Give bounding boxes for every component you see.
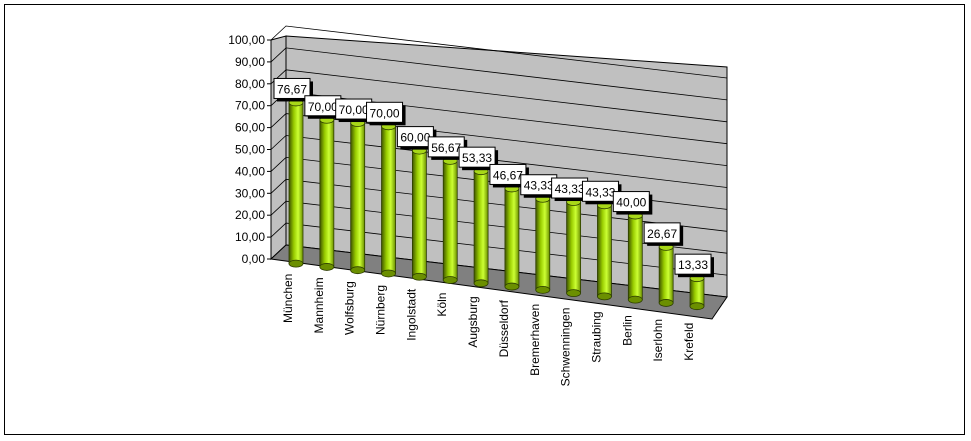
x-tick-label: Berlin [620, 315, 634, 346]
x-tick-label: München [281, 274, 295, 323]
bar-base [597, 292, 612, 301]
bar-8: 46,67 [489, 163, 529, 291]
bar-9: 43,33 [520, 174, 560, 294]
data-label: 43,33 [524, 179, 554, 193]
x-tick-label: Iserlohn [651, 319, 665, 362]
y-tick-label: 20,00 [235, 208, 265, 222]
x-tick-label: Schwenningen [559, 308, 573, 387]
data-label-box [643, 222, 681, 244]
bar-body [381, 125, 396, 274]
y-tick-label: 60,00 [235, 121, 265, 135]
bar-base [411, 272, 427, 281]
y-tick-label: 30,00 [235, 186, 265, 200]
bar-14: 13,33 [674, 253, 714, 311]
y-tick-label: 40,00 [235, 164, 265, 178]
bar-body [319, 119, 335, 268]
bar-body [597, 204, 612, 297]
bar-base [689, 302, 705, 311]
y-axis: 0,00 10,00 20,00 30,00 40,00 50,00 60,00 70,00 8… [228, 33, 272, 266]
bar-3: 70,00 [335, 98, 375, 275]
bar-base [627, 295, 643, 304]
bar-body [350, 122, 366, 271]
data-label: 43,33 [585, 185, 615, 199]
bar-base [319, 263, 335, 271]
y-tick-label: 100,00 [228, 33, 265, 47]
data-label: 76,67 [277, 82, 307, 96]
bar-body [473, 170, 489, 284]
bar-base [566, 289, 582, 298]
gridline [270, 25, 728, 79]
gridline [270, 47, 728, 101]
bar-body [658, 246, 674, 304]
data-label: 46,67 [493, 168, 523, 182]
data-label-box [458, 146, 496, 168]
bar-7: 53,33 [458, 146, 499, 288]
x-axis-labels: München Mannheim Wolfsburg Nürnberg Ingolsta… [281, 274, 696, 387]
data-label-box [366, 101, 404, 123]
bar-body [442, 160, 458, 281]
bar-body [411, 150, 427, 278]
x-tick-label: Mannheim [312, 277, 326, 333]
y-tick-label: 0,00 [242, 252, 266, 266]
bar-body [566, 201, 582, 294]
x-tick-label: Köln [435, 293, 449, 317]
x-tick-label: Nürnberg [374, 285, 388, 335]
data-label: 70,00 [339, 103, 369, 117]
data-label-box [273, 77, 311, 99]
bar-1: 76,67 [273, 77, 313, 268]
bar-base [658, 299, 674, 307]
gridline [270, 135, 728, 188]
data-label: 60,00 [400, 131, 430, 145]
bar-base [504, 282, 520, 291]
bar-body [627, 215, 643, 301]
gridline [270, 113, 728, 166]
x-tick-label: Wolfsburg [343, 281, 357, 335]
bar-base [350, 266, 366, 275]
x-tick-label: Straubing [589, 311, 603, 362]
y-tick-label: 10,00 [235, 230, 265, 244]
data-label: 70,00 [308, 100, 338, 114]
y-tick-label: 80,00 [235, 77, 265, 91]
bar-13: 26,67 [643, 222, 684, 307]
data-label: 13,33 [678, 258, 708, 272]
bar-body [288, 102, 304, 265]
bar-body [504, 188, 520, 287]
bar-4: 70,00 [366, 101, 406, 278]
y-tick-label: 50,00 [235, 143, 265, 157]
data-label: 40,00 [616, 196, 646, 210]
x-tick-label: Düsseldorf [497, 299, 511, 357]
bar-base [535, 285, 551, 294]
x-tick-label: Bremerhaven [528, 304, 542, 376]
bar-2: 70,00 [304, 95, 344, 271]
data-label-box [612, 191, 650, 213]
bar-5: 60,00 [396, 126, 437, 281]
data-label: 26,67 [647, 227, 677, 241]
data-label: 56,67 [431, 141, 461, 155]
data-label: 53,33 [462, 151, 492, 165]
data-label: 70,00 [370, 106, 400, 120]
bar-base [442, 276, 458, 284]
bar-body [689, 277, 705, 307]
x-tick-label: Ingolstadt [404, 288, 418, 341]
bar-11: 43,33 [581, 180, 622, 301]
y-tick-label: 70,00 [235, 99, 265, 113]
bar-12: 40,00 [612, 191, 653, 304]
x-tick-label: Krefeld [682, 323, 696, 361]
bar-body [535, 198, 551, 291]
bar-10: 43,33 [551, 177, 591, 298]
data-label-box [674, 253, 712, 275]
data-label: 43,33 [555, 182, 585, 196]
x-tick-label: Augsburg [466, 296, 480, 347]
bar-base [473, 279, 489, 288]
bar-base [381, 269, 396, 278]
y-tick-label: 90,00 [235, 55, 265, 69]
bar-base [288, 259, 304, 268]
